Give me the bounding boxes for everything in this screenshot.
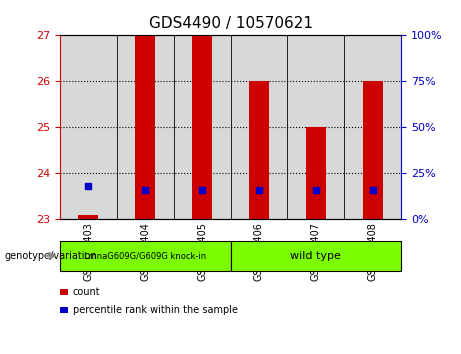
Bar <box>60 35 117 219</box>
Text: wild type: wild type <box>290 251 341 261</box>
Bar <box>135 35 155 219</box>
Bar <box>306 127 326 219</box>
Title: GDS4490 / 10570621: GDS4490 / 10570621 <box>148 16 313 32</box>
Bar <box>344 35 401 219</box>
Bar <box>230 241 401 271</box>
Bar <box>192 35 212 219</box>
Bar <box>230 35 287 219</box>
Text: LmnaG609G/G609G knock-in: LmnaG609G/G609G knock-in <box>84 251 206 260</box>
Bar <box>117 35 174 219</box>
Text: genotype/variation: genotype/variation <box>5 251 97 261</box>
Text: count: count <box>73 287 100 297</box>
Text: percentile rank within the sample: percentile rank within the sample <box>73 305 238 315</box>
Bar <box>363 81 383 219</box>
Bar <box>60 289 68 295</box>
Bar <box>287 35 344 219</box>
Bar <box>60 307 68 313</box>
Bar <box>60 241 230 271</box>
Bar <box>249 81 269 219</box>
Bar <box>78 215 98 219</box>
Bar <box>174 35 230 219</box>
